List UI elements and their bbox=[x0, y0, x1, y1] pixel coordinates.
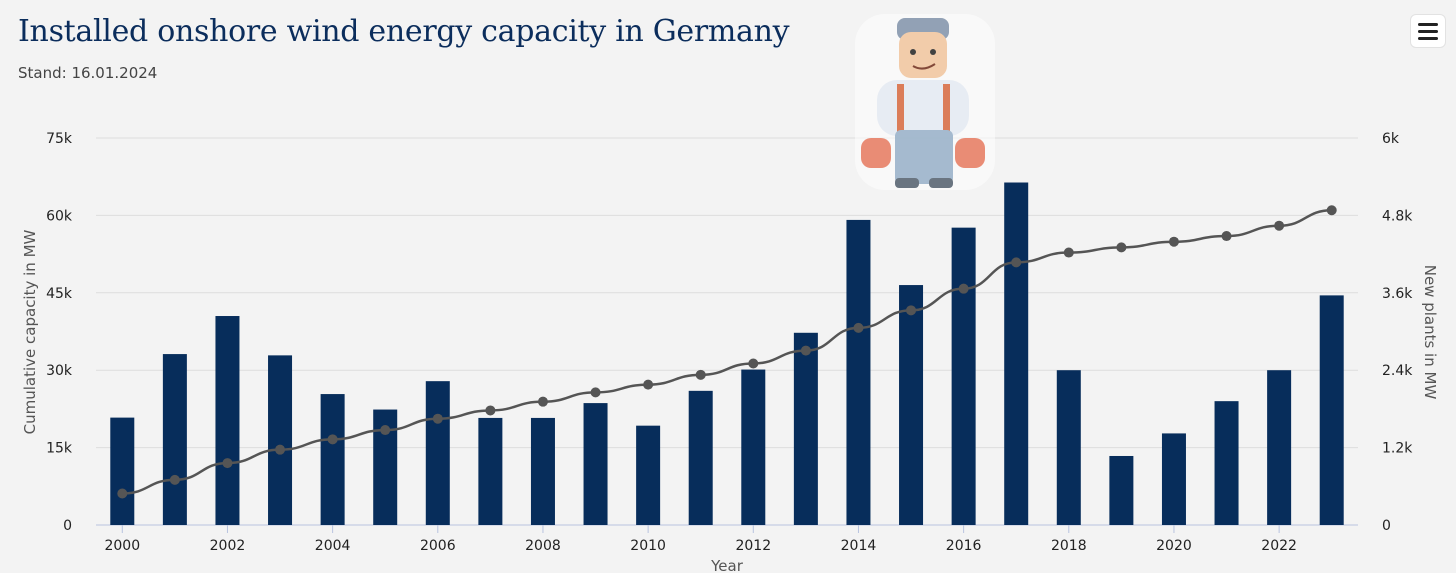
point-2019[interactable] bbox=[1116, 242, 1127, 253]
bar-2011[interactable] bbox=[688, 390, 713, 525]
x-tick-label: 2012 bbox=[735, 538, 771, 554]
bar-2017[interactable] bbox=[1004, 182, 1029, 525]
point-2009[interactable] bbox=[590, 387, 601, 398]
y-right-tick-label: 1.2k bbox=[1382, 441, 1413, 457]
bar-2020[interactable] bbox=[1161, 433, 1186, 525]
point-2005[interactable] bbox=[380, 425, 391, 436]
point-2010[interactable] bbox=[643, 379, 654, 390]
bar-2014[interactable] bbox=[846, 219, 871, 526]
bar-2015[interactable] bbox=[899, 285, 924, 525]
point-2004[interactable] bbox=[327, 434, 338, 445]
bar-2023[interactable] bbox=[1319, 295, 1344, 525]
bar-2004[interactable] bbox=[320, 394, 345, 525]
y-left-tick-label: 15k bbox=[46, 441, 73, 457]
y-right-tick-label: 6k bbox=[1382, 131, 1400, 147]
point-2013[interactable] bbox=[800, 345, 811, 356]
x-tick-label: 2018 bbox=[1051, 538, 1087, 554]
line-points bbox=[117, 205, 1337, 499]
x-tick-label: 2020 bbox=[1156, 538, 1192, 554]
point-2003[interactable] bbox=[275, 444, 286, 455]
bar-2003[interactable] bbox=[268, 355, 293, 525]
y-right-tick-label: 2.4k bbox=[1382, 363, 1413, 379]
x-tick-label: 2014 bbox=[841, 538, 877, 554]
x-tick-label: 2006 bbox=[420, 538, 456, 554]
x-tick-label: 2022 bbox=[1261, 538, 1297, 554]
left-axis-ticks: 0 15k 30k 45k 60k 75k bbox=[46, 131, 73, 534]
y-axis-label-left: Cumulative capacity in MW bbox=[21, 229, 39, 434]
x-tick-label: 2000 bbox=[104, 538, 140, 554]
y-right-tick-label: 4.8k bbox=[1382, 208, 1413, 224]
point-2006[interactable] bbox=[432, 413, 443, 424]
point-2021[interactable] bbox=[1221, 231, 1232, 242]
point-2007[interactable] bbox=[485, 405, 496, 416]
y-left-tick-label: 30k bbox=[46, 363, 73, 379]
x-tick-label: 2004 bbox=[315, 538, 351, 554]
bar-2013[interactable] bbox=[793, 332, 818, 525]
point-2022[interactable] bbox=[1274, 220, 1285, 231]
bar-series bbox=[110, 182, 1344, 526]
bar-2006[interactable] bbox=[425, 381, 450, 525]
bar-2001[interactable] bbox=[162, 354, 187, 525]
bar-2007[interactable] bbox=[478, 417, 503, 525]
y-left-tick-label: 60k bbox=[46, 208, 73, 224]
bar-2002[interactable] bbox=[215, 316, 240, 525]
chart-subtitle: Stand: 16.01.2024 bbox=[18, 64, 158, 82]
right-axis-ticks: 0 1.2k 2.4k 3.6k 4.8k 6k bbox=[1382, 131, 1413, 534]
point-2000[interactable] bbox=[117, 488, 128, 499]
point-2017[interactable] bbox=[1011, 257, 1022, 268]
bar-2008[interactable] bbox=[530, 417, 555, 525]
bar-2000[interactable] bbox=[110, 417, 135, 525]
x-axis-ticks: 2000 2002 2004 2006 2008 2010 2012 2014 2016 2018… bbox=[104, 525, 1297, 554]
bar-2019[interactable] bbox=[1109, 455, 1134, 525]
x-axis-label: Year bbox=[710, 557, 744, 573]
point-2023[interactable] bbox=[1326, 205, 1337, 216]
bar-2018[interactable] bbox=[1056, 370, 1081, 525]
point-2015[interactable] bbox=[906, 305, 917, 316]
x-tick-label: 2008 bbox=[525, 538, 561, 554]
bar-2021[interactable] bbox=[1214, 401, 1239, 525]
point-2016[interactable] bbox=[958, 283, 969, 294]
bar-2016[interactable] bbox=[951, 227, 976, 525]
x-tick-label: 2016 bbox=[946, 538, 982, 554]
cumulative-line bbox=[122, 208, 1332, 495]
x-tick-label: 2002 bbox=[210, 538, 246, 554]
mechanic-mascot-icon bbox=[855, 14, 995, 190]
x-tick-label: 2010 bbox=[630, 538, 666, 554]
bar-2010[interactable] bbox=[636, 425, 661, 525]
y-right-tick-label: 0 bbox=[1382, 518, 1391, 534]
bar-2009[interactable] bbox=[583, 403, 608, 525]
bar-2022[interactable] bbox=[1267, 370, 1292, 525]
y-left-tick-label: 0 bbox=[63, 518, 72, 534]
y-left-tick-label: 75k bbox=[46, 131, 73, 147]
point-2011[interactable] bbox=[695, 369, 706, 380]
point-2014[interactable] bbox=[853, 322, 864, 333]
hamburger-menu-icon[interactable] bbox=[1410, 14, 1446, 48]
bar-2012[interactable] bbox=[741, 369, 766, 525]
y-right-tick-label: 3.6k bbox=[1382, 286, 1413, 302]
point-2018[interactable] bbox=[1063, 247, 1074, 258]
y-left-tick-label: 45k bbox=[46, 286, 73, 302]
point-2012[interactable] bbox=[748, 358, 759, 369]
y-axis-label-right: New plants in MW bbox=[1421, 265, 1439, 400]
chart-title: Installed onshore wind energy capacity i… bbox=[18, 14, 790, 49]
point-2008[interactable] bbox=[537, 396, 548, 407]
point-2001[interactable] bbox=[169, 474, 180, 485]
point-2002[interactable] bbox=[222, 458, 233, 469]
point-2020[interactable] bbox=[1168, 236, 1179, 247]
